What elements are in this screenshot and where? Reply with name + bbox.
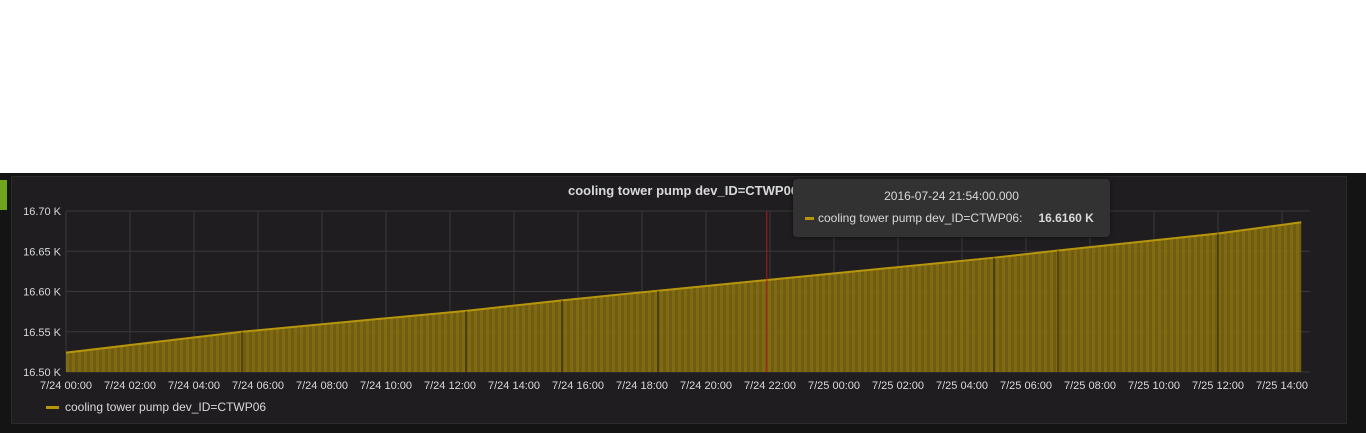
x-tick-label: 7/24 08:00 <box>296 380 348 392</box>
legend: cooling tower pump dev_ID=CTWP06 <box>46 400 266 414</box>
x-tick-label: 7/24 04:00 <box>168 380 220 392</box>
x-tick-label: 7/25 02:00 <box>872 380 924 392</box>
x-tick-label: 7/24 22:00 <box>744 380 796 392</box>
x-tick-label: 7/25 06:00 <box>1000 380 1052 392</box>
x-tick-label: 7/24 12:00 <box>424 380 476 392</box>
row-collapse-marker[interactable] <box>0 180 7 210</box>
tooltip-timestamp: 2016-07-24 21:54:00.000 <box>884 189 1019 203</box>
tooltip-value: 16.6160 K <box>1038 211 1094 225</box>
x-tick-label: 7/24 00:00 <box>40 380 92 392</box>
x-tick-label: 7/25 08:00 <box>1064 380 1116 392</box>
x-tick-label: 7/25 00:00 <box>808 380 860 392</box>
x-tick-label: 7/24 02:00 <box>104 380 156 392</box>
panel-title[interactable]: cooling tower pump dev_ID=CTWP06 <box>567 183 799 198</box>
y-axis: 16.50 K 16.55 K 16.60 K 16.65 K 16.70 K <box>23 206 62 379</box>
x-tick-label: 7/25 12:00 <box>1192 380 1244 392</box>
x-tick-label: 7/25 04:00 <box>936 380 988 392</box>
y-tick-label: 16.60 K <box>23 287 62 299</box>
x-tick-label: 7/24 10:00 <box>360 380 412 392</box>
x-tick-label: 7/24 14:00 <box>488 380 540 392</box>
x-tick-label: 7/24 20:00 <box>680 380 732 392</box>
tooltip-color-swatch <box>805 216 814 220</box>
y-tick-label: 16.55 K <box>23 327 62 339</box>
series-area <box>66 222 1302 372</box>
tooltip-series-row: cooling tower pump dev_ID=CTWP06: 16.616… <box>805 211 1105 225</box>
x-axis: 7/24 00:00 7/24 02:00 7/24 04:00 7/24 06:00… <box>40 380 1308 392</box>
x-tick-label: 7/25 10:00 <box>1128 380 1180 392</box>
x-tick-label: 7/25 14:00 <box>1256 380 1308 392</box>
y-tick-label: 16.65 K <box>23 246 62 258</box>
x-tick-label: 7/24 06:00 <box>232 380 284 392</box>
x-tick-label: 7/24 18:00 <box>616 380 668 392</box>
legend-color-swatch[interactable] <box>46 405 59 409</box>
hover-tooltip: 2016-07-24 21:54:00.000 cooling tower pu… <box>793 179 1110 237</box>
tooltip-series-name: cooling tower pump dev_ID=CTWP06: <box>818 211 1023 225</box>
y-tick-label: 16.50 K <box>23 367 62 379</box>
y-tick-label: 16.70 K <box>23 206 62 218</box>
legend-series-label[interactable]: cooling tower pump dev_ID=CTWP06 <box>65 400 267 414</box>
chart-area-layer <box>65 211 1302 372</box>
x-tick-label: 7/24 16:00 <box>552 380 604 392</box>
